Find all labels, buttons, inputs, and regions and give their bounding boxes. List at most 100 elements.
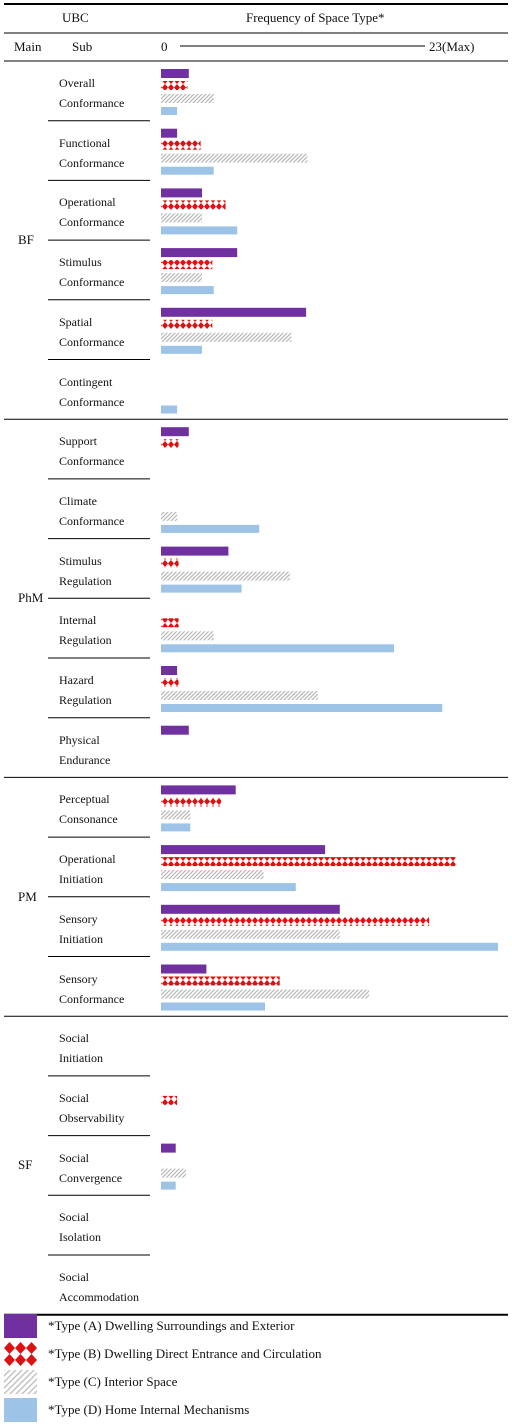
bar-type-d <box>161 226 238 235</box>
bar-type-c <box>161 989 370 999</box>
bar-type-b <box>161 857 456 867</box>
sub-category-label: Sensory Initiation <box>59 911 103 946</box>
bar-type-b <box>161 200 226 210</box>
bar-type-c <box>161 273 202 283</box>
bar-type-a <box>161 725 189 735</box>
bar-type-a <box>161 1143 176 1153</box>
bar-type-b <box>161 1095 178 1105</box>
bar-type-b <box>161 797 222 807</box>
bar-type-c <box>161 810 191 820</box>
bar-type-c <box>161 631 214 641</box>
sub-category-label: Operational Conformance <box>59 195 125 230</box>
bar-type-d <box>161 644 394 653</box>
bar-type-d <box>161 883 296 892</box>
sub-category-label: Sensory Conformance <box>59 971 125 1006</box>
bar-type-c <box>161 1168 186 1178</box>
sub-category-label: Spatial Conformance <box>59 314 125 349</box>
sub-category-label: Support Conformance <box>59 434 125 469</box>
legend-swatch-c <box>4 1370 37 1394</box>
bar-type-c <box>161 94 214 103</box>
sub-category-label: Stimulus Conformance <box>59 255 125 290</box>
bar-type-b <box>161 439 179 449</box>
sub-category-label: Overall Conformance <box>59 76 125 110</box>
bar-type-b <box>161 618 179 628</box>
main-column-header: Main <box>14 39 42 54</box>
main-category-label: PM <box>18 888 37 904</box>
bar-type-a <box>161 427 189 437</box>
bar-type-a <box>161 248 238 258</box>
sub-column-header: Sub <box>72 39 93 54</box>
legend-label: *Type (B) Dwelling Direct Entrance and C… <box>48 1346 322 1361</box>
sub-category-label: Social Initiation <box>59 1031 103 1066</box>
legend-label: *Type (D) Home Internal Mechanisms <box>48 1402 250 1417</box>
bar-type-d <box>161 942 498 951</box>
bar-type-b <box>161 678 179 687</box>
bar-type-b <box>161 916 430 926</box>
bar-type-c <box>161 870 264 880</box>
bar-type-c <box>161 511 178 521</box>
bar-type-a <box>161 546 229 556</box>
scale-min-label: 0 <box>161 39 168 54</box>
sub-category-label: Physical Endurance <box>59 732 111 767</box>
legend-item: *Type (B) Dwelling Direct Entrance and C… <box>0 1342 512 1370</box>
sub-category-label: Contingent Conformance <box>59 374 125 409</box>
bar-type-d <box>161 405 178 414</box>
bar-type-d <box>161 584 242 593</box>
bar-type-a <box>161 666 178 675</box>
bar-type-d <box>161 286 214 295</box>
bar-type-a <box>161 188 202 198</box>
main-category-label: SF <box>18 1157 33 1173</box>
bar-type-d <box>161 524 260 533</box>
sub-category-label: Social Convergence <box>59 1150 123 1185</box>
bar-type-c <box>161 332 292 342</box>
bar-type-d <box>161 704 443 712</box>
legend-item: *Type (A) Dwelling Surroundings and Exte… <box>0 1314 512 1342</box>
bar-type-b <box>161 319 213 329</box>
sub-category-label: Perceptual Consonance <box>59 792 118 827</box>
legend-label: *Type (C) Interior Space <box>48 1374 178 1389</box>
sub-category-label: Social Observability <box>59 1090 125 1125</box>
bar-type-c <box>161 153 308 163</box>
bar-type-a <box>161 964 207 974</box>
sub-category-label: Internal Regulation <box>59 613 112 648</box>
bar-type-d <box>161 345 202 354</box>
scale-max-label: 23(Max) <box>429 39 475 54</box>
legend-swatch-a <box>4 1314 37 1338</box>
bar-type-b <box>161 976 280 986</box>
main-category-label: PhM <box>18 590 44 606</box>
bar-type-c <box>161 213 202 223</box>
bar-type-a <box>161 307 307 317</box>
legend: *Type (A) Dwelling Surroundings and Exte… <box>0 1312 512 1426</box>
bar-type-d <box>161 1181 176 1190</box>
sub-category-label: Hazard Regulation <box>59 673 112 707</box>
bar-type-d <box>161 166 214 175</box>
sub-category-label: Social Accommodation <box>59 1270 139 1304</box>
bar-type-d <box>161 1002 265 1011</box>
sub-category-label: Functional Conformance <box>59 135 125 170</box>
bar-type-c <box>161 929 340 939</box>
sub-category-label: Climate Conformance <box>59 493 125 528</box>
bar-type-a <box>161 785 236 795</box>
table-frame <box>4 3 508 1316</box>
bar-type-a <box>161 128 178 138</box>
ubc-header: UBC <box>62 10 89 25</box>
sub-category-label: Stimulus Regulation <box>59 553 112 588</box>
sub-category-label: Operational Initiation <box>59 852 116 887</box>
bar-type-b <box>161 81 188 90</box>
bar-type-b <box>161 140 201 150</box>
legend-swatch-b <box>4 1342 37 1366</box>
bar-type-c <box>161 571 290 581</box>
sub-category-label: Social Isolation <box>59 1210 101 1245</box>
bar-type-b <box>161 558 179 568</box>
bar-type-b <box>161 260 213 270</box>
bar-type-d <box>161 107 178 115</box>
bar-type-d <box>161 823 191 832</box>
main-category-label: BF <box>18 232 34 248</box>
legend-swatch-d <box>4 1398 37 1422</box>
bar-type-a <box>161 69 189 78</box>
legend-item: *Type (C) Interior Space <box>0 1370 512 1398</box>
legend-item: *Type (D) Home Internal Mechanisms <box>0 1398 512 1426</box>
bar-type-c <box>161 691 318 700</box>
bar-type-a <box>161 845 326 855</box>
